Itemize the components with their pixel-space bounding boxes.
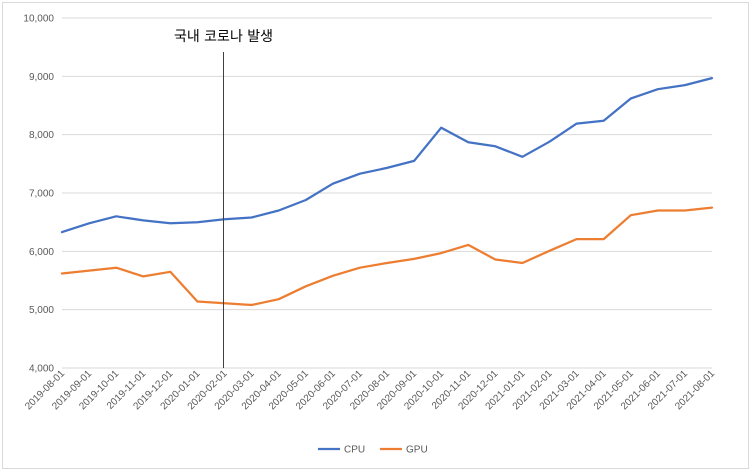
y-tick-label: 5,000: [29, 305, 54, 316]
series-line-cpu: [60, 76, 714, 234]
gridlines: [62, 17, 712, 369]
y-tick-label: 4,000: [29, 364, 54, 375]
y-tick-label: 7,000: [29, 189, 54, 200]
y-axis-ticks: 4,000 5,000 6,000 7,000 8,000 9,000 10,000: [23, 14, 54, 375]
annotation-label: 국내 코로나 발생: [174, 29, 273, 45]
annotation: 국내 코로나 발생: [174, 29, 273, 368]
y-tick-label: 9,000: [29, 72, 54, 83]
chart-frame: [2, 2, 749, 469]
y-tick-label: 8,000: [29, 130, 54, 141]
legend: CPU GPU: [318, 445, 428, 456]
y-tick-label: 10,000: [23, 14, 54, 25]
legend-label-gpu: GPU: [406, 445, 428, 456]
x-axis-ticks: 2019-08-012019-09-012019-10-012019-11-01…: [23, 368, 717, 412]
series-line-gpu: [60, 206, 714, 307]
y-tick-label: 6,000: [29, 247, 54, 258]
legend-label-cpu: CPU: [344, 445, 365, 456]
series-lines: [60, 76, 714, 307]
